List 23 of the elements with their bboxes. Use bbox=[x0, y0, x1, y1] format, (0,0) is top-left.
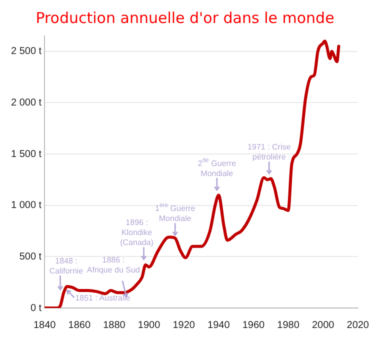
annotation: 1851 : Australie bbox=[75, 294, 131, 303]
y-tick-label: 2 500 t bbox=[10, 46, 42, 58]
x-tick-label: 1920 bbox=[172, 320, 196, 331]
x-tick-label: 1960 bbox=[242, 320, 266, 331]
y-tick-label: 0 t bbox=[30, 302, 42, 314]
x-tick-label: 1940 bbox=[208, 320, 230, 331]
chart-title: Production annuelle d'or dans le monde bbox=[36, 8, 334, 27]
y-tick-label: 500 t bbox=[19, 251, 42, 262]
y-tick-label: 1 000 t bbox=[10, 200, 42, 212]
x-tick-label: 2020 bbox=[346, 320, 370, 331]
y-tick-label: 2 000 t bbox=[10, 97, 42, 108]
annotation: 1971 : Crise pétrolière bbox=[248, 142, 292, 162]
annotation: 1886 : Afrique du Sud bbox=[86, 256, 140, 275]
annotation: 1848 : Californie bbox=[49, 256, 84, 276]
x-tick-label: 1980 bbox=[277, 320, 300, 331]
line-series bbox=[44, 40, 340, 308]
x-tick-label: 1900 bbox=[138, 320, 161, 331]
x-tick-label: 2000 bbox=[312, 320, 335, 331]
x-tick-label: 1860 bbox=[68, 320, 91, 331]
y-tick-label: 1 500 t bbox=[10, 148, 42, 160]
annotation: 1896 : Klondike (Canada) bbox=[120, 218, 154, 248]
x-tick-label: 1840 bbox=[33, 320, 56, 331]
x-tick-label: 1880 bbox=[103, 320, 126, 331]
